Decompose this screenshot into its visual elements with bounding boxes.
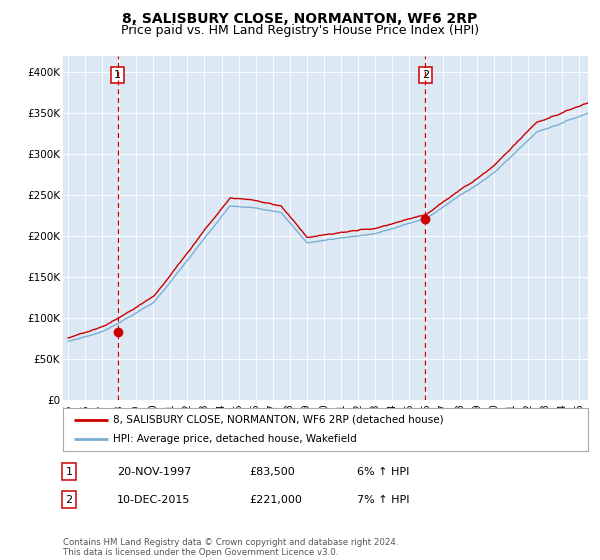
Text: 20-NOV-1997: 20-NOV-1997	[117, 466, 191, 477]
Text: £83,500: £83,500	[249, 466, 295, 477]
Text: 8, SALISBURY CLOSE, NORMANTON, WF6 2RP (detached house): 8, SALISBURY CLOSE, NORMANTON, WF6 2RP (…	[113, 415, 443, 424]
Text: 8, SALISBURY CLOSE, NORMANTON, WF6 2RP: 8, SALISBURY CLOSE, NORMANTON, WF6 2RP	[122, 12, 478, 26]
Text: Contains HM Land Registry data © Crown copyright and database right 2024.
This d: Contains HM Land Registry data © Crown c…	[63, 538, 398, 557]
Text: 1: 1	[65, 466, 73, 477]
Text: £221,000: £221,000	[249, 494, 302, 505]
Text: Price paid vs. HM Land Registry's House Price Index (HPI): Price paid vs. HM Land Registry's House …	[121, 24, 479, 37]
Text: 2: 2	[422, 70, 429, 80]
Text: 2: 2	[65, 494, 73, 505]
Text: 6% ↑ HPI: 6% ↑ HPI	[357, 466, 409, 477]
Text: 10-DEC-2015: 10-DEC-2015	[117, 494, 190, 505]
Text: 7% ↑ HPI: 7% ↑ HPI	[357, 494, 409, 505]
Text: HPI: Average price, detached house, Wakefield: HPI: Average price, detached house, Wake…	[113, 435, 356, 444]
Text: 1: 1	[114, 70, 121, 80]
